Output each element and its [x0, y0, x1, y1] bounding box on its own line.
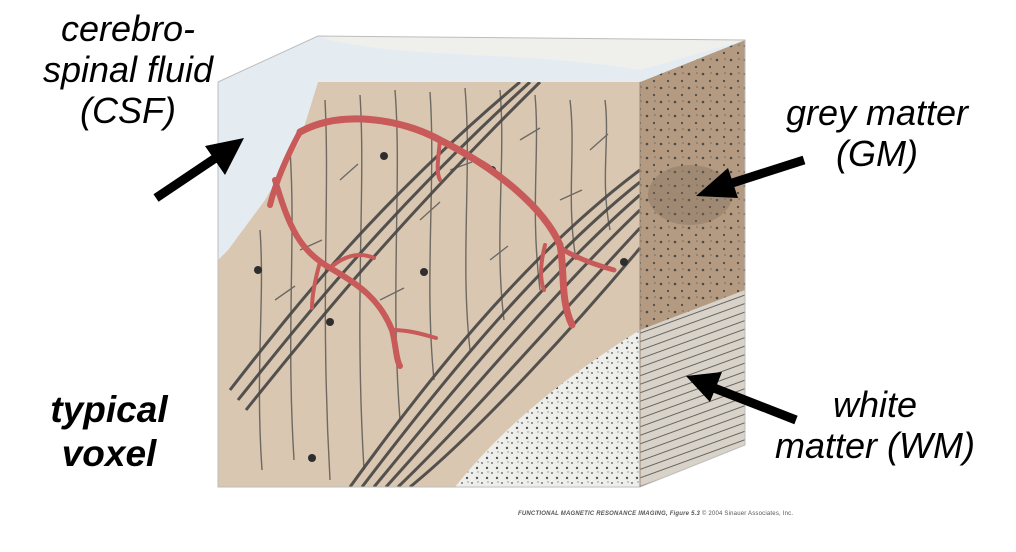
grey-matter-label-line-2: (GM): [836, 133, 918, 174]
csf-label-line-2: spinal fluid: [42, 49, 214, 90]
typical-voxel-label-line-2: voxel: [61, 433, 157, 474]
csf-label-line-1: cerebro-: [60, 8, 196, 49]
white-matter-label-line-2: matter (WM): [775, 425, 975, 466]
csf-label-line-3: (CSF): [80, 90, 176, 131]
caption-credit: © 2004 Sinauer Associates, Inc.: [701, 511, 794, 517]
csf-region: [218, 82, 318, 260]
white-matter-label-line-1: white: [832, 384, 918, 425]
csf-label: cerebro- spinal fluid (CSF): [8, 8, 248, 131]
gm-arrow: [696, 155, 806, 198]
caption-title: FUNCTIONAL MAGNETIC RESONANCE IMAGING, F…: [518, 511, 701, 517]
typical-voxel-label-line-1: typical: [50, 389, 168, 430]
typical-voxel-label: typical voxel: [20, 388, 198, 476]
blood-vessels: [267, 115, 617, 369]
wm-arrow: [686, 372, 798, 425]
front-face: [218, 82, 640, 487]
grey-matter-label-line-1: grey matter: [785, 92, 969, 133]
side-face: [640, 40, 745, 487]
top-face: [218, 36, 745, 82]
grey-matter-label: grey matter (GM): [742, 92, 1012, 174]
csf-arrow: [153, 138, 244, 202]
figure-caption: FUNCTIONAL MAGNETIC RESONANCE IMAGING, F…: [518, 511, 793, 517]
white-matter-label: white matter (WM): [740, 384, 1010, 466]
